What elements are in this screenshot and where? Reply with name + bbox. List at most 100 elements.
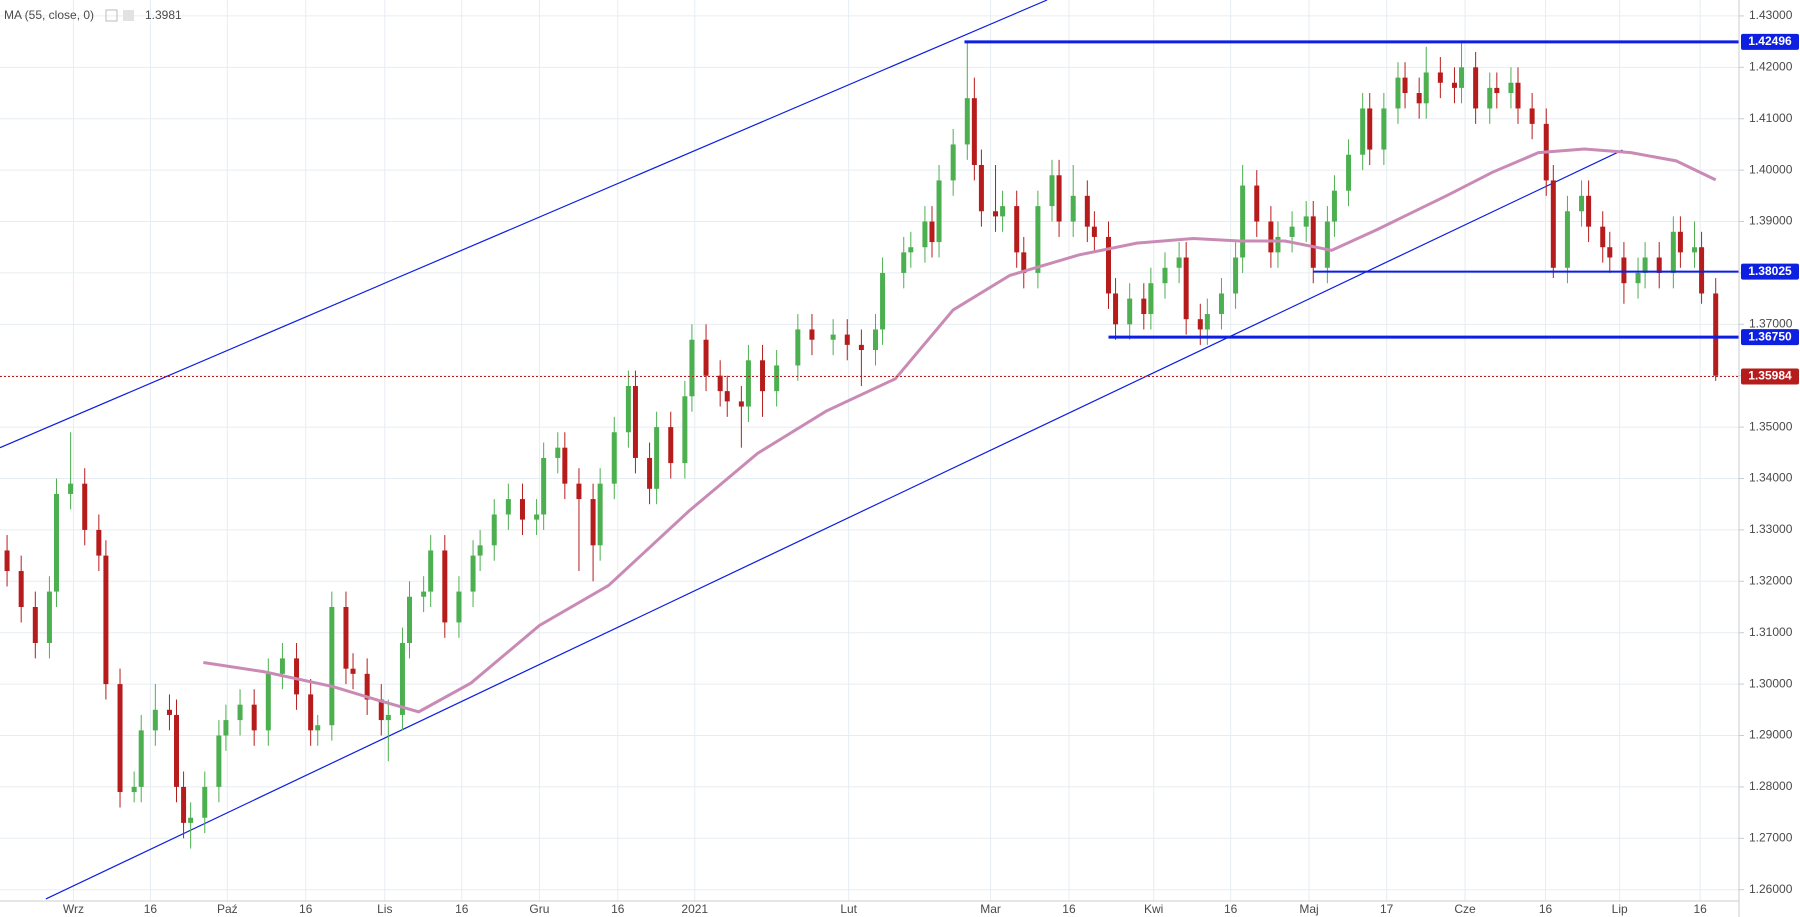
legend-close-icon[interactable]: [123, 10, 134, 21]
candle-body: [978, 164, 984, 212]
candle-body: [1254, 185, 1260, 222]
x-tick-label: 16: [1539, 902, 1553, 916]
candle-body: [689, 339, 695, 397]
candle-body: [152, 709, 158, 731]
plot: [0, 0, 1739, 900]
y-tick-label: 1.31000: [1749, 625, 1793, 639]
y-tick-label: 1.26000: [1749, 882, 1793, 896]
y-tick-label: 1.35000: [1749, 419, 1793, 433]
candle-body: [1699, 247, 1705, 294]
candle-body: [873, 329, 879, 351]
candle-body: [1303, 216, 1309, 227]
candle-body: [237, 704, 243, 721]
candle-body: [1451, 82, 1457, 88]
candle-body: [555, 447, 561, 458]
candle-body: [1437, 72, 1443, 83]
x-tick-label: 16: [455, 902, 469, 916]
candle-body: [632, 385, 638, 458]
candle-body: [1197, 319, 1203, 330]
y-tick-label: 1.34000: [1749, 471, 1793, 485]
price-level-label: 1.36750: [1748, 329, 1792, 343]
candle-body: [1360, 108, 1366, 155]
candle-body: [964, 98, 970, 145]
candle-body: [491, 514, 497, 546]
candle-body: [1218, 293, 1224, 315]
candle-body: [1402, 77, 1408, 94]
candle-body: [1381, 108, 1387, 150]
candle-body: [117, 684, 123, 793]
y-tick-label: 1.43000: [1749, 8, 1793, 22]
candle-body: [138, 730, 144, 787]
candle-body: [1289, 226, 1295, 237]
x-tick-label: 16: [299, 902, 313, 916]
candle-body: [760, 360, 766, 392]
candle-body: [1607, 247, 1613, 258]
candle-body: [223, 720, 229, 736]
candle-body: [562, 447, 568, 484]
candle-body: [1621, 257, 1627, 284]
candle-body: [1148, 283, 1154, 315]
candle-body: [294, 658, 300, 695]
candle-body: [1367, 108, 1373, 150]
candle-body: [654, 427, 660, 489]
y-tick-label: 1.42000: [1749, 60, 1793, 74]
candle-body: [703, 339, 709, 376]
candle-body: [329, 607, 335, 726]
candle-body: [1331, 190, 1337, 222]
candle-body: [1586, 195, 1592, 227]
candle-body: [519, 499, 525, 520]
candle-body: [174, 714, 180, 787]
candle-body: [809, 329, 815, 340]
y-tick-label: 1.39000: [1749, 214, 1793, 228]
candle-body: [1084, 195, 1090, 227]
y-tick-label: 1.41000: [1749, 111, 1793, 125]
x-tick-label: 16: [144, 902, 158, 916]
x-tick-label: Lut: [840, 902, 857, 916]
candle-body: [1550, 180, 1556, 268]
candle-body: [534, 514, 540, 520]
x-tick-label: 17: [1380, 902, 1394, 916]
candle-body: [590, 499, 596, 546]
price-level-tag: [1741, 368, 1799, 385]
candle-body: [844, 334, 850, 345]
candle-body: [216, 735, 222, 787]
moving-average: [203, 147, 1717, 714]
candle-body: [745, 360, 751, 407]
price-level-tag: [1741, 263, 1799, 280]
candle-body: [724, 391, 730, 402]
candle-body: [399, 642, 405, 715]
candle-body: [1183, 257, 1189, 320]
candle-body: [1677, 231, 1683, 253]
trendline: [45, 149, 1623, 900]
price-level-label: 1.42496: [1748, 34, 1792, 48]
candle-body: [950, 144, 956, 181]
x-tick-label: Maj: [1299, 902, 1318, 916]
candle-body: [1056, 175, 1062, 222]
candle-body: [647, 457, 653, 489]
candle-body: [1176, 257, 1182, 268]
x-tick-label: 16: [1062, 902, 1076, 916]
candle-body: [18, 571, 24, 608]
candle-body: [364, 673, 370, 700]
candle-body: [1275, 236, 1281, 253]
candle-body: [477, 545, 483, 556]
candle-body: [1162, 267, 1168, 284]
candle-body: [1070, 195, 1076, 222]
candle-body: [1494, 87, 1500, 94]
candle-body: [46, 591, 52, 643]
candle-body: [385, 714, 391, 721]
candle-body: [1656, 257, 1662, 273]
candle-body: [1035, 206, 1041, 273]
candle-body: [1635, 272, 1641, 284]
legend-value: 1.3981: [145, 8, 182, 22]
candle-body: [922, 221, 928, 248]
candle-body: [350, 668, 356, 674]
candle-body: [1529, 108, 1535, 124]
y-tick-label: 1.30000: [1749, 676, 1793, 690]
candle-body: [880, 272, 886, 330]
legend-settings-icon[interactable]: [105, 9, 118, 22]
candle-body: [929, 221, 935, 243]
candle-body: [993, 211, 999, 217]
